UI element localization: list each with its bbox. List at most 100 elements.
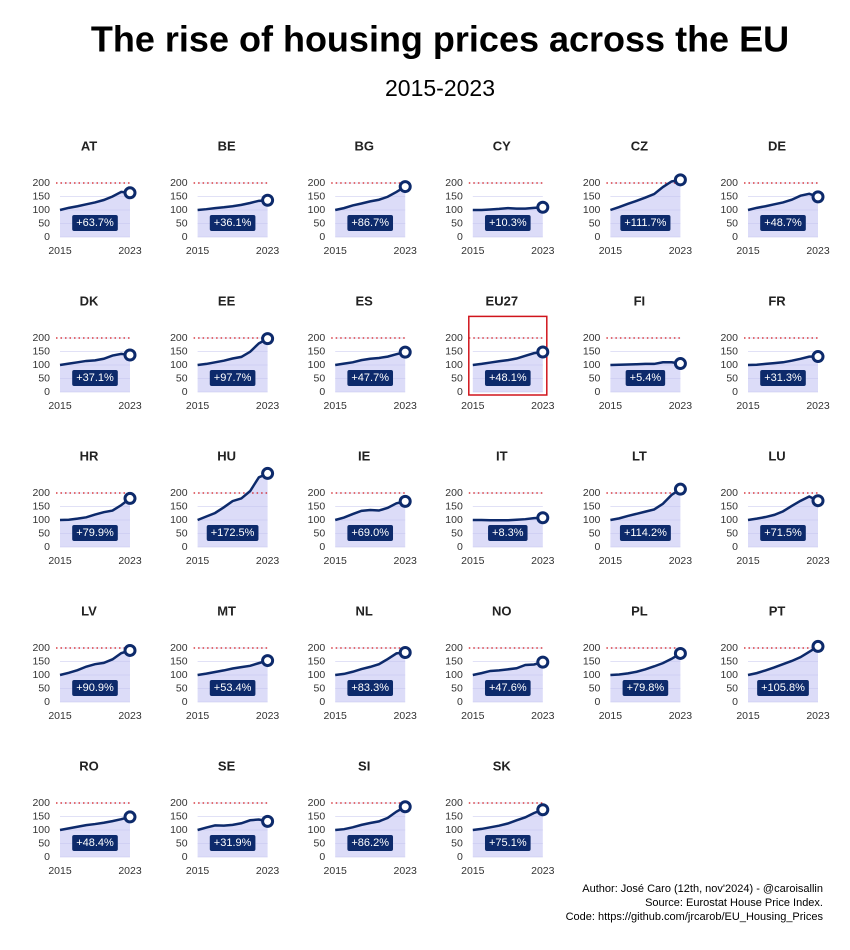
y-tick-label: 0 [182,851,188,863]
y-tick-label: 0 [457,541,463,553]
change-box [347,370,394,386]
y-tick-label: 100 [445,359,463,371]
y-tick-label: 150 [308,655,326,667]
x-tick-label: 2015 [186,245,210,257]
y-tick-label: 200 [445,642,463,654]
y-tick-label: 200 [170,487,188,499]
y-tick-label: 100 [583,514,601,526]
x-tick-label: 2023 [394,400,418,412]
panel-title: PL [631,603,648,618]
change-label: +71.5% [764,527,802,539]
line [610,652,682,677]
x-tick-label: 2015 [736,710,760,722]
y-tick-label: 200 [583,332,601,344]
change-label: +31.9% [214,837,252,849]
y-tick-label: 200 [583,642,601,654]
x-tick-label: 2015 [48,400,72,412]
y-tick-label: 0 [182,231,188,243]
y-tick-label: 200 [445,332,463,344]
line [59,815,131,832]
x-tick-label: 2015 [324,245,348,257]
y-tick-label: 50 [726,217,738,229]
y-tick-label: 100 [32,359,50,371]
y-tick-label: 150 [170,810,188,822]
y-tick-label: 0 [182,541,188,553]
line [610,361,681,367]
change-label: +172.5% [211,527,255,539]
end-point [261,332,275,346]
end-point [536,655,550,669]
y-tick-label: 50 [726,527,738,539]
y-tick-label: 200 [32,797,50,809]
line [472,205,543,212]
change-label: +48.4% [76,837,114,849]
y-tick-label: 150 [583,500,601,512]
change-box [757,680,809,696]
end-point [811,350,825,364]
y-tick-label: 100 [583,359,601,371]
y-tick-label: 0 [319,696,325,708]
y-tick-label: 100 [32,824,50,836]
y-tick-label: 100 [308,514,326,526]
change-box [72,370,118,386]
y-tick-label: 150 [308,500,326,512]
change-box [209,835,256,851]
y-tick-label: 150 [583,345,601,357]
y-tick-label: 0 [595,386,601,398]
line [472,350,543,367]
panel-title: HU [217,448,236,463]
line [472,660,544,677]
y-tick-label: 50 [589,527,601,539]
line [335,350,406,367]
y-tick-label: 0 [182,696,188,708]
x-tick-label: 2023 [118,710,142,722]
end-point [123,810,137,824]
end-point [536,803,550,817]
change-box [347,680,394,696]
x-tick-label: 2023 [394,245,418,257]
x-tick-label: 2015 [48,710,72,722]
y-tick-label: 100 [32,669,50,681]
y-tick-label: 100 [32,204,50,216]
panel-title: MT [217,603,236,618]
y-tick-label: 200 [32,332,50,344]
change-box [488,525,528,541]
y-tick-label: 0 [457,696,463,708]
y-tick-label: 50 [451,372,463,384]
x-tick-label: 2015 [461,710,485,722]
end-point [673,646,687,660]
panel-title: SE [218,758,236,773]
change-box [619,525,671,541]
y-tick-label: 150 [720,345,738,357]
panel-title: EU27 [486,293,519,308]
y-tick-label: 0 [319,541,325,553]
y-tick-label: 200 [720,177,738,189]
x-tick-label: 2023 [806,245,830,257]
end-point [811,494,825,508]
panel-title: BE [218,138,236,153]
y-tick-label: 100 [583,204,601,216]
y-tick-label: 200 [32,642,50,654]
panel-title: CY [493,138,511,153]
panel-title: BG [354,138,374,153]
y-tick-label: 150 [720,500,738,512]
y-tick-label: 50 [589,682,601,694]
y-tick-label: 0 [732,696,738,708]
line [747,355,819,367]
x-tick-label: 2015 [186,555,210,567]
line [59,190,131,212]
end-point [123,491,137,505]
x-tick-label: 2023 [669,245,693,257]
y-tick-label: 150 [170,345,188,357]
change-box [209,680,256,696]
end-point [398,494,412,508]
change-box [622,680,669,696]
panel-title: LT [632,448,647,463]
change-label: +111.7% [624,217,666,229]
y-tick-label: 50 [314,527,326,539]
y-tick-label: 150 [170,190,188,202]
y-tick-label: 100 [445,669,463,681]
change-box [209,370,256,386]
change-label: +63.7% [76,217,114,229]
